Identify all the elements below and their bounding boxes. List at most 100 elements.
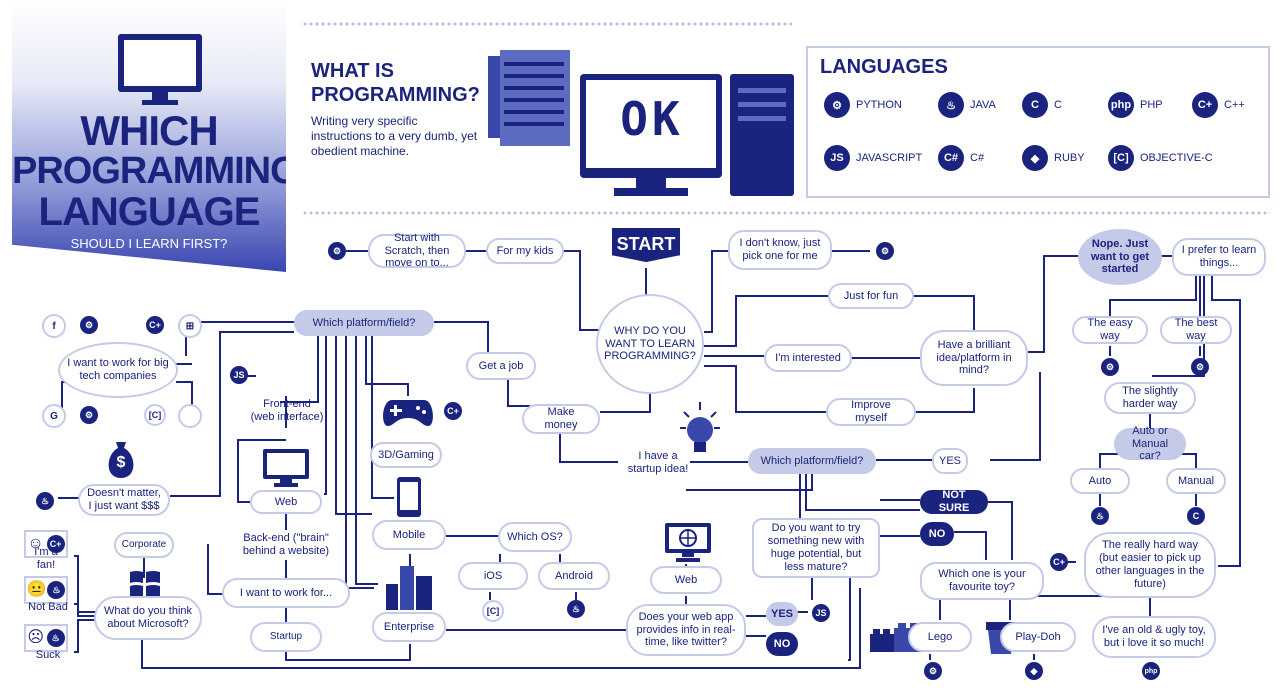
computer-illustration [488,50,794,196]
dollar-sign: $ [116,454,126,471]
monitor-globe-icon [665,523,711,562]
no-node-3: NO [920,522,954,546]
platform-question-1: Which platform/field? [294,310,434,336]
languages-panel: LANGUAGES [806,46,1270,198]
enterprise-node: Enterprise [372,612,446,642]
language-objective-c: [C] OBJECTIVE-C [1108,145,1213,171]
python-icon: ⚙ [1101,358,1119,376]
javascript-icon: JS [812,604,830,622]
work-for-node: I want to work for... [222,578,350,608]
manual-node: Manual [1166,468,1226,494]
title-banner: WHICH PROGRAMMING LANGUAGE SHOULD I LEAR… [12,0,286,272]
microsoft-question: What do you think about Microsoft? [94,596,202,640]
startup-node: Startup [250,622,322,652]
title-subtitle: SHOULD I LEARN FIRST? [70,236,228,251]
c-icon: C [1022,92,1048,118]
objective-c-icon: [C] [144,404,166,426]
title-line-2: PROGRAMMING [12,150,299,192]
dotted-separator-top [302,22,792,26]
dont-know-node: I don't know, just pick one for me [728,230,832,270]
web-node-1: Web [250,490,322,514]
nope-node: Nope. Just want to get started [1078,229,1162,285]
monitor-icon [118,34,202,105]
why-question: WHY DO YOU WANT TO LEARN PROGRAMMING? [596,294,704,394]
language-cpp: C+ C++ [1192,92,1245,118]
fan-label: I'm a fan! [34,546,58,571]
what-title-1: WHAT IS [311,60,394,82]
interested-node: I'm interested [764,344,852,372]
java-icon: ♨ [938,92,964,118]
java-icon: ♨ [567,600,585,618]
screen-ok-text: OK [620,92,684,146]
title-line-1: WHICH [80,107,218,154]
doesnt-matter-node: Doesn't matter, I just want $$$ [78,484,170,516]
php-icon: php [1142,662,1160,680]
what-description: Writing very specific instructions to a … [311,114,478,158]
get-job-node: Get a job [466,352,536,380]
make-money-node: Make money [522,404,600,434]
favourite-toy-question: Which one is your favourite toy? [920,562,1044,600]
cpp-icon: C+ [146,316,164,334]
corporate-node: Corporate [114,532,174,558]
language-java: ♨ JAVA [938,92,996,118]
yes-node-2: YES [766,602,798,626]
android-node: Android [538,562,610,590]
python-icon: ⚙ [824,92,850,118]
language-python: ⚙ PYTHON [824,92,902,118]
language-javascript: JS JAVASCRIPT [824,145,922,171]
cpp-icon: C+ [1192,92,1218,118]
buildings-icon [386,566,432,610]
old-toy-node: I've an old & ugly toy, but i love it so… [1092,616,1216,658]
money-bag-icon [108,442,134,478]
csharp-icon: C# [938,145,964,171]
backend-node: Back-end ("brain" behind a website) [242,532,330,557]
scratch-node: Start with Scratch, then move on to... [368,232,466,269]
title-line-3: LANGUAGE [38,190,261,234]
python-icon: ⚙ [924,662,942,680]
playdoh-node: Play-Doh [1000,622,1076,652]
not-bad-label: Not Bad [28,600,68,613]
sad-face-icon: ☹ [27,629,45,646]
google-icon: G [42,404,66,428]
dotted-separator-middle [302,211,1270,215]
php-icon: php [1108,92,1134,118]
gaming-node: 3D/Gaming [370,442,442,468]
suck-face-box: ☹ ♨ [24,624,68,652]
slightly-harder-node: The slightly harder way [1104,382,1196,414]
prefer-question: I prefer to learn things... [1172,238,1266,276]
ruby-icon: ◆ [1022,145,1048,171]
realtime-question: Does your web app provides info in real-… [626,604,746,656]
apple-icon [178,404,202,428]
windows-logo [130,571,160,597]
objective-c-icon: [C] [482,600,504,622]
facebook-icon: f [42,314,66,338]
not-sure-node: NOT SURE [920,489,988,514]
start-node: START [612,228,680,262]
python-icon: ⚙ [80,406,98,424]
try-new-question: Do you want to try something new with hu… [752,518,880,578]
suck-label: Suck [35,648,61,661]
ios-node: iOS [458,562,528,590]
web-node-2: Web [650,566,722,594]
brilliant-idea-question: Have a brilliant idea/platform in mind? [920,330,1028,386]
yes-node-1: YES [932,448,968,474]
languages-title: LANGUAGES [820,56,948,78]
language-csharp: C# C# [938,145,984,171]
auto-node: Auto [1070,468,1130,494]
document-icon [504,62,564,126]
not-bad-face-box: 😐 ♨ [24,576,68,604]
javascript-icon: JS [824,145,850,171]
javascript-icon: JS [230,366,248,384]
mobile-node: Mobile [372,520,446,550]
really-hard-way-node: The really hard way (but easier to pick … [1084,532,1216,598]
java-icon: ♨ [47,581,66,599]
python-icon: ⚙ [876,242,894,260]
cpp-icon: C+ [46,535,65,553]
java-icon: ♨ [46,629,65,647]
platform-question-2: Which platform/field? [748,448,876,474]
gamepad-icon [383,400,433,426]
lightbulb-icon [680,402,720,452]
easy-way-node: The easy way [1072,316,1148,344]
